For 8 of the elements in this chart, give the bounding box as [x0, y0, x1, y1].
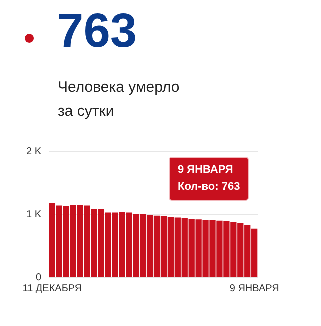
y-tick-label: 0 [36, 272, 42, 284]
annotation: 9 ЯНВАРЯ [178, 163, 234, 178]
chart-subtitle: Человека умерло за сутки [58, 78, 181, 122]
y-tick-label: 2 K [26, 146, 42, 158]
x-tick-label: 11 ДЕКАБРЯ [22, 284, 82, 294]
chart-title: 763 [57, 4, 138, 60]
annotation: Кол-во: 763 [178, 180, 240, 195]
y-tick-label: 1 K [26, 210, 42, 220]
